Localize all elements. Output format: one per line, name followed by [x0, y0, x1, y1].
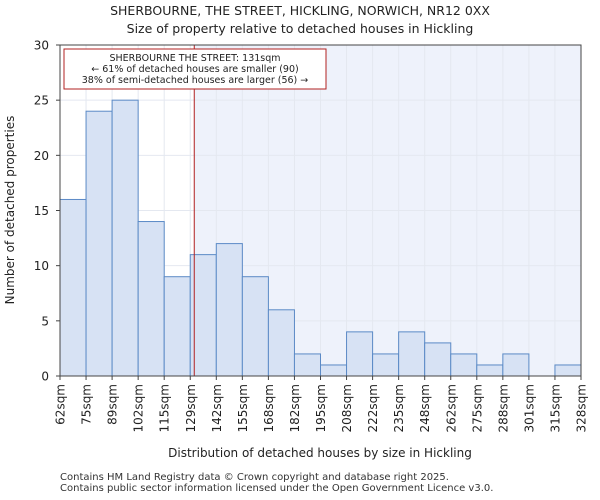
annotation-box: SHERBOURNE THE STREET: 131sqm ← 61% of d…: [63, 48, 327, 90]
bar: [215, 243, 243, 377]
bar: [137, 221, 165, 377]
bar: [372, 353, 400, 377]
chart-title: SHERBOURNE, THE STREET, HICKLING, NORWIC…: [0, 2, 600, 38]
bar: [554, 364, 582, 377]
x-tick-label: 195sqm: [314, 384, 328, 432]
y-tick-label: 5: [41, 314, 49, 328]
bar: [346, 331, 374, 377]
y-tick-label: 15: [34, 204, 49, 218]
bar: [267, 309, 295, 377]
bar: [59, 198, 87, 377]
x-tick-label: 315sqm: [548, 384, 562, 432]
bar: [111, 99, 139, 377]
footer-line-2: Contains public sector information licen…: [60, 482, 494, 494]
x-tick-label: 168sqm: [262, 384, 276, 432]
x-axis-label: Distribution of detached houses by size …: [168, 446, 472, 460]
y-tick-label: 30: [34, 39, 49, 53]
annotation-line-2: ← 61% of detached houses are smaller (90…: [91, 64, 298, 75]
annotation-line-1: SHERBOURNE THE STREET: 131sqm: [109, 53, 280, 64]
x-tick-label: 129sqm: [184, 384, 198, 432]
x-tick-label: 262sqm: [444, 384, 458, 432]
bar: [293, 353, 322, 377]
x-tick-label: 142sqm: [210, 384, 224, 432]
x-tick-label: 248sqm: [418, 384, 432, 432]
bar: [450, 353, 478, 377]
x-tick-label: 102sqm: [132, 384, 146, 432]
bar: [398, 331, 426, 377]
x-axis-ticks: 62sqm 75sqm 89sqm 102sqm 115sqm 129sqm 142sqm 1…: [54, 376, 589, 432]
footer: Contains HM Land Registry data © Crown c…: [60, 472, 494, 494]
x-tick-label: 182sqm: [288, 384, 302, 432]
bar: [476, 364, 504, 377]
y-axis-ticks: 0 5 10 15 20 25 30: [34, 39, 60, 384]
bar: [163, 276, 191, 377]
title-line-1: SHERBOURNE, THE STREET, HICKLING, NORWIC…: [110, 3, 490, 18]
x-tick-label: 328sqm: [575, 384, 589, 432]
x-tick-label: 235sqm: [392, 384, 406, 432]
bar: [85, 110, 113, 377]
bar: [502, 353, 530, 377]
x-tick-label: 155sqm: [236, 384, 250, 432]
bars: [59, 99, 582, 377]
x-tick-label: 89sqm: [106, 384, 120, 425]
x-tick-label: 301sqm: [522, 384, 536, 432]
x-tick-label: 275sqm: [470, 384, 484, 432]
y-tick-label: 10: [34, 259, 49, 273]
x-tick-label: 288sqm: [496, 384, 510, 432]
x-tick-label: 208sqm: [340, 384, 354, 432]
y-tick-label: 0: [41, 370, 49, 384]
y-axis-label: Number of detached properties: [3, 116, 17, 305]
footer-line-1: Contains HM Land Registry data © Crown c…: [60, 472, 449, 483]
annotation-frame: [63, 48, 327, 90]
bar: [320, 364, 348, 377]
annotation-line-3: 38% of semi-detached houses are larger (…: [82, 75, 309, 86]
y-tick-label: 20: [34, 149, 49, 163]
x-tick-label: 222sqm: [366, 384, 380, 432]
x-tick-label: 62sqm: [54, 384, 68, 425]
title-line-2: Size of property relative to detached ho…: [126, 21, 474, 36]
x-tick-label: 115sqm: [158, 384, 172, 432]
x-tick-label: 75sqm: [80, 384, 94, 425]
bar: [424, 342, 452, 377]
y-tick-label: 25: [34, 94, 49, 108]
bar: [241, 276, 269, 377]
